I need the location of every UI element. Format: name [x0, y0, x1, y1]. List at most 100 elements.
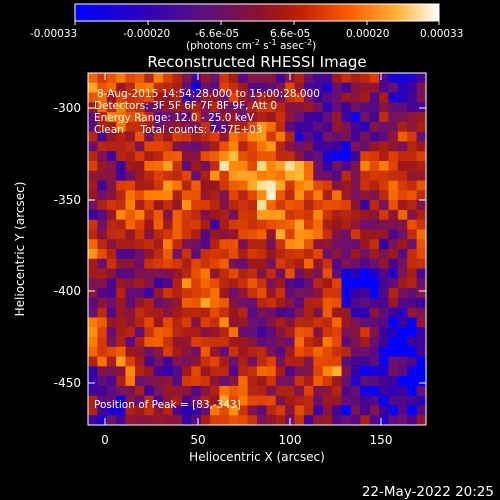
heatmap-cell: [416, 229, 426, 240]
heatmap-cell: [285, 229, 296, 240]
heatmap-cell: [163, 366, 174, 377]
heatmap-cell: [247, 249, 258, 260]
heatmap-cell: [106, 219, 117, 231]
heatmap-cell: [210, 161, 221, 172]
heatmap-cell: [219, 307, 230, 319]
heatmap-cell: [322, 297, 333, 309]
heatmap-cell: [144, 337, 155, 348]
heatmap-cell: [379, 121, 390, 133]
heatmap-cell: [172, 92, 183, 103]
heatmap-cell: [125, 170, 136, 182]
heatmap-cell: [228, 141, 239, 152]
heatmap-cell: [266, 307, 277, 319]
heatmap-cell: [379, 161, 390, 172]
heatmap-cell: [266, 170, 277, 182]
heatmap-cell: [322, 102, 333, 113]
heatmap-cell: [388, 346, 399, 358]
heatmap-cell: [219, 92, 230, 103]
heatmap-cell: [332, 170, 343, 182]
heatmap-cell: [350, 366, 361, 377]
heatmap-cell: [285, 239, 296, 250]
heatmap-cell: [379, 102, 390, 113]
heatmap-cell: [416, 376, 426, 387]
heatmap-cell: [200, 346, 211, 358]
heatmap-cell: [116, 258, 127, 270]
heatmap-cell: [313, 112, 324, 123]
heatmap-cell: [88, 121, 98, 133]
heatmap-cell: [219, 268, 230, 279]
heatmap-cell: [210, 141, 221, 152]
heatmap-cell: [332, 337, 343, 348]
heatmap-cell: [88, 141, 98, 152]
heatmap-cell: [181, 151, 192, 162]
heatmap-cell: [257, 229, 267, 240]
heatmap-cell: [416, 268, 426, 279]
heatmap-cell: [369, 366, 380, 377]
heatmap-cell: [294, 209, 305, 221]
heatmap-cell: [88, 209, 98, 221]
heatmap-cell: [379, 258, 390, 270]
heatmap-cell: [219, 258, 230, 270]
heatmap-cell: [350, 327, 361, 338]
heatmap-cell: [397, 170, 408, 182]
heatmap-cell: [313, 151, 324, 162]
heatmap-cell: [200, 180, 211, 191]
heatmap-cell: [303, 278, 314, 289]
heatmap-cell: [341, 395, 352, 407]
heatmap-cell: [341, 337, 352, 348]
heatmap-cell: [106, 73, 117, 84]
heatmap-cell: [313, 219, 324, 231]
heatmap-cell: [125, 82, 136, 94]
heatmap-cell: [407, 327, 418, 338]
heatmap-cell: [369, 405, 380, 416]
heatmap-cell: [379, 395, 390, 407]
heatmap-cell: [210, 376, 221, 387]
heatmap-cell: [144, 288, 155, 299]
heatmap-cell: [125, 376, 136, 387]
heatmap-cell: [350, 239, 361, 250]
heatmap-cell: [125, 346, 136, 358]
heatmap-cell: [303, 190, 314, 201]
heatmap-cell: [313, 288, 324, 299]
heatmap-cell: [397, 161, 408, 172]
heatmap-cell: [266, 258, 277, 270]
heatmap-cell: [181, 161, 192, 172]
heatmap-cell: [257, 102, 267, 113]
heatmap-cell: [341, 141, 352, 152]
heatmap-cell: [210, 102, 221, 113]
heatmap-cell: [303, 112, 314, 123]
heatmap-cell: [88, 307, 98, 319]
heatmap-cell: [172, 297, 183, 309]
heatmap-cell: [275, 190, 286, 201]
heatmap-cell: [379, 297, 390, 309]
heatmap-cell: [379, 73, 390, 84]
heatmap-cell: [88, 200, 98, 211]
heatmap-cell: [350, 92, 361, 103]
heatmap-cell: [247, 337, 258, 348]
heatmap-cell: [360, 141, 371, 152]
heatmap-cell: [163, 268, 174, 279]
heatmap-cell: [125, 73, 136, 84]
heatmap-cell: [332, 376, 343, 387]
heatmap-cell: [247, 278, 258, 289]
heatmap-cell: [106, 92, 117, 103]
heatmap-cell: [238, 337, 249, 348]
heatmap-cell: [200, 92, 211, 103]
heatmap-cell: [88, 180, 98, 191]
heatmap-cell: [219, 141, 230, 152]
heatmap-cell: [275, 92, 286, 103]
heatmap-cell: [219, 327, 230, 338]
heatmap-cell: [247, 268, 258, 279]
heatmap-cell: [332, 395, 343, 407]
heatmap-cell: [228, 366, 239, 377]
heatmap-cell: [397, 190, 408, 201]
heatmap-cell: [303, 337, 314, 348]
heatmap-cell: [181, 288, 192, 299]
heatmap-cell: [388, 131, 399, 143]
heatmap-cell: [369, 131, 380, 143]
heatmap-cell: [407, 170, 418, 182]
heatmap-cell: [181, 258, 192, 270]
heatmap-cell: [97, 239, 108, 250]
heatmap-cell: [407, 415, 418, 425]
heatmap-cell: [238, 258, 249, 270]
